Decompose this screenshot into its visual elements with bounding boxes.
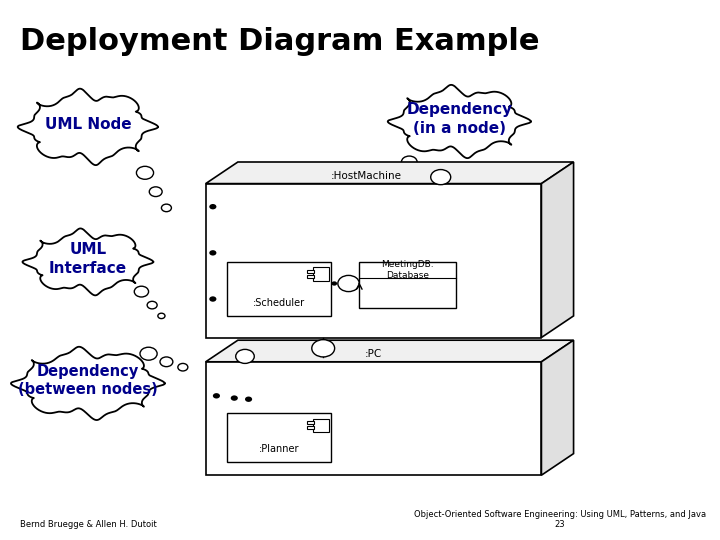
Text: UML
Interface: UML Interface (49, 242, 127, 276)
Text: :Scheduler: :Scheduler (253, 298, 305, 308)
FancyBboxPatch shape (359, 262, 456, 308)
Circle shape (312, 340, 335, 357)
Circle shape (147, 301, 157, 309)
Text: MeetingDB:
Database: MeetingDB: Database (381, 260, 434, 280)
Polygon shape (206, 340, 574, 362)
Text: :Planner: :Planner (258, 443, 300, 454)
Text: Object-Oriented Software Engineering: Using UML, Patterns, and Java
23: Object-Oriented Software Engineering: Us… (413, 510, 706, 529)
FancyBboxPatch shape (307, 270, 315, 273)
Circle shape (384, 187, 392, 193)
Circle shape (210, 296, 217, 302)
Polygon shape (388, 85, 531, 158)
FancyBboxPatch shape (307, 421, 315, 424)
Polygon shape (541, 162, 574, 338)
Ellipse shape (27, 94, 148, 159)
Circle shape (331, 281, 337, 286)
Circle shape (136, 166, 153, 179)
FancyBboxPatch shape (227, 262, 330, 316)
Polygon shape (11, 347, 165, 420)
Circle shape (392, 173, 403, 181)
FancyBboxPatch shape (307, 275, 315, 278)
Circle shape (134, 286, 148, 297)
Text: Deployment Diagram Example: Deployment Diagram Example (20, 27, 539, 56)
FancyBboxPatch shape (313, 418, 328, 432)
Circle shape (158, 313, 165, 319)
FancyBboxPatch shape (307, 426, 315, 429)
Text: Dependency
(in a node): Dependency (in a node) (406, 102, 513, 136)
Circle shape (178, 363, 188, 371)
Ellipse shape (397, 90, 522, 152)
Circle shape (431, 170, 451, 185)
Circle shape (210, 204, 217, 210)
Circle shape (140, 347, 157, 360)
Text: UML Node: UML Node (45, 117, 131, 132)
Circle shape (230, 395, 238, 401)
Ellipse shape (31, 233, 145, 290)
FancyBboxPatch shape (227, 413, 330, 462)
Circle shape (235, 349, 254, 363)
Circle shape (213, 393, 220, 399)
Polygon shape (541, 340, 574, 475)
Circle shape (402, 156, 417, 168)
Circle shape (149, 187, 162, 197)
Text: :HostMachine: :HostMachine (331, 171, 402, 181)
Text: :PC: :PC (365, 349, 382, 359)
Polygon shape (22, 228, 153, 295)
Circle shape (210, 250, 217, 255)
FancyBboxPatch shape (206, 184, 541, 338)
Circle shape (338, 275, 359, 292)
Polygon shape (206, 162, 574, 184)
Polygon shape (18, 89, 158, 165)
Circle shape (161, 204, 171, 212)
Ellipse shape (20, 352, 156, 415)
Text: Bernd Bruegge & Allen H. Dutoit: Bernd Bruegge & Allen H. Dutoit (20, 520, 157, 529)
Text: Dependency
(between nodes): Dependency (between nodes) (18, 364, 158, 397)
Circle shape (245, 396, 252, 402)
FancyBboxPatch shape (206, 362, 541, 475)
Circle shape (160, 357, 173, 367)
FancyBboxPatch shape (313, 267, 328, 281)
